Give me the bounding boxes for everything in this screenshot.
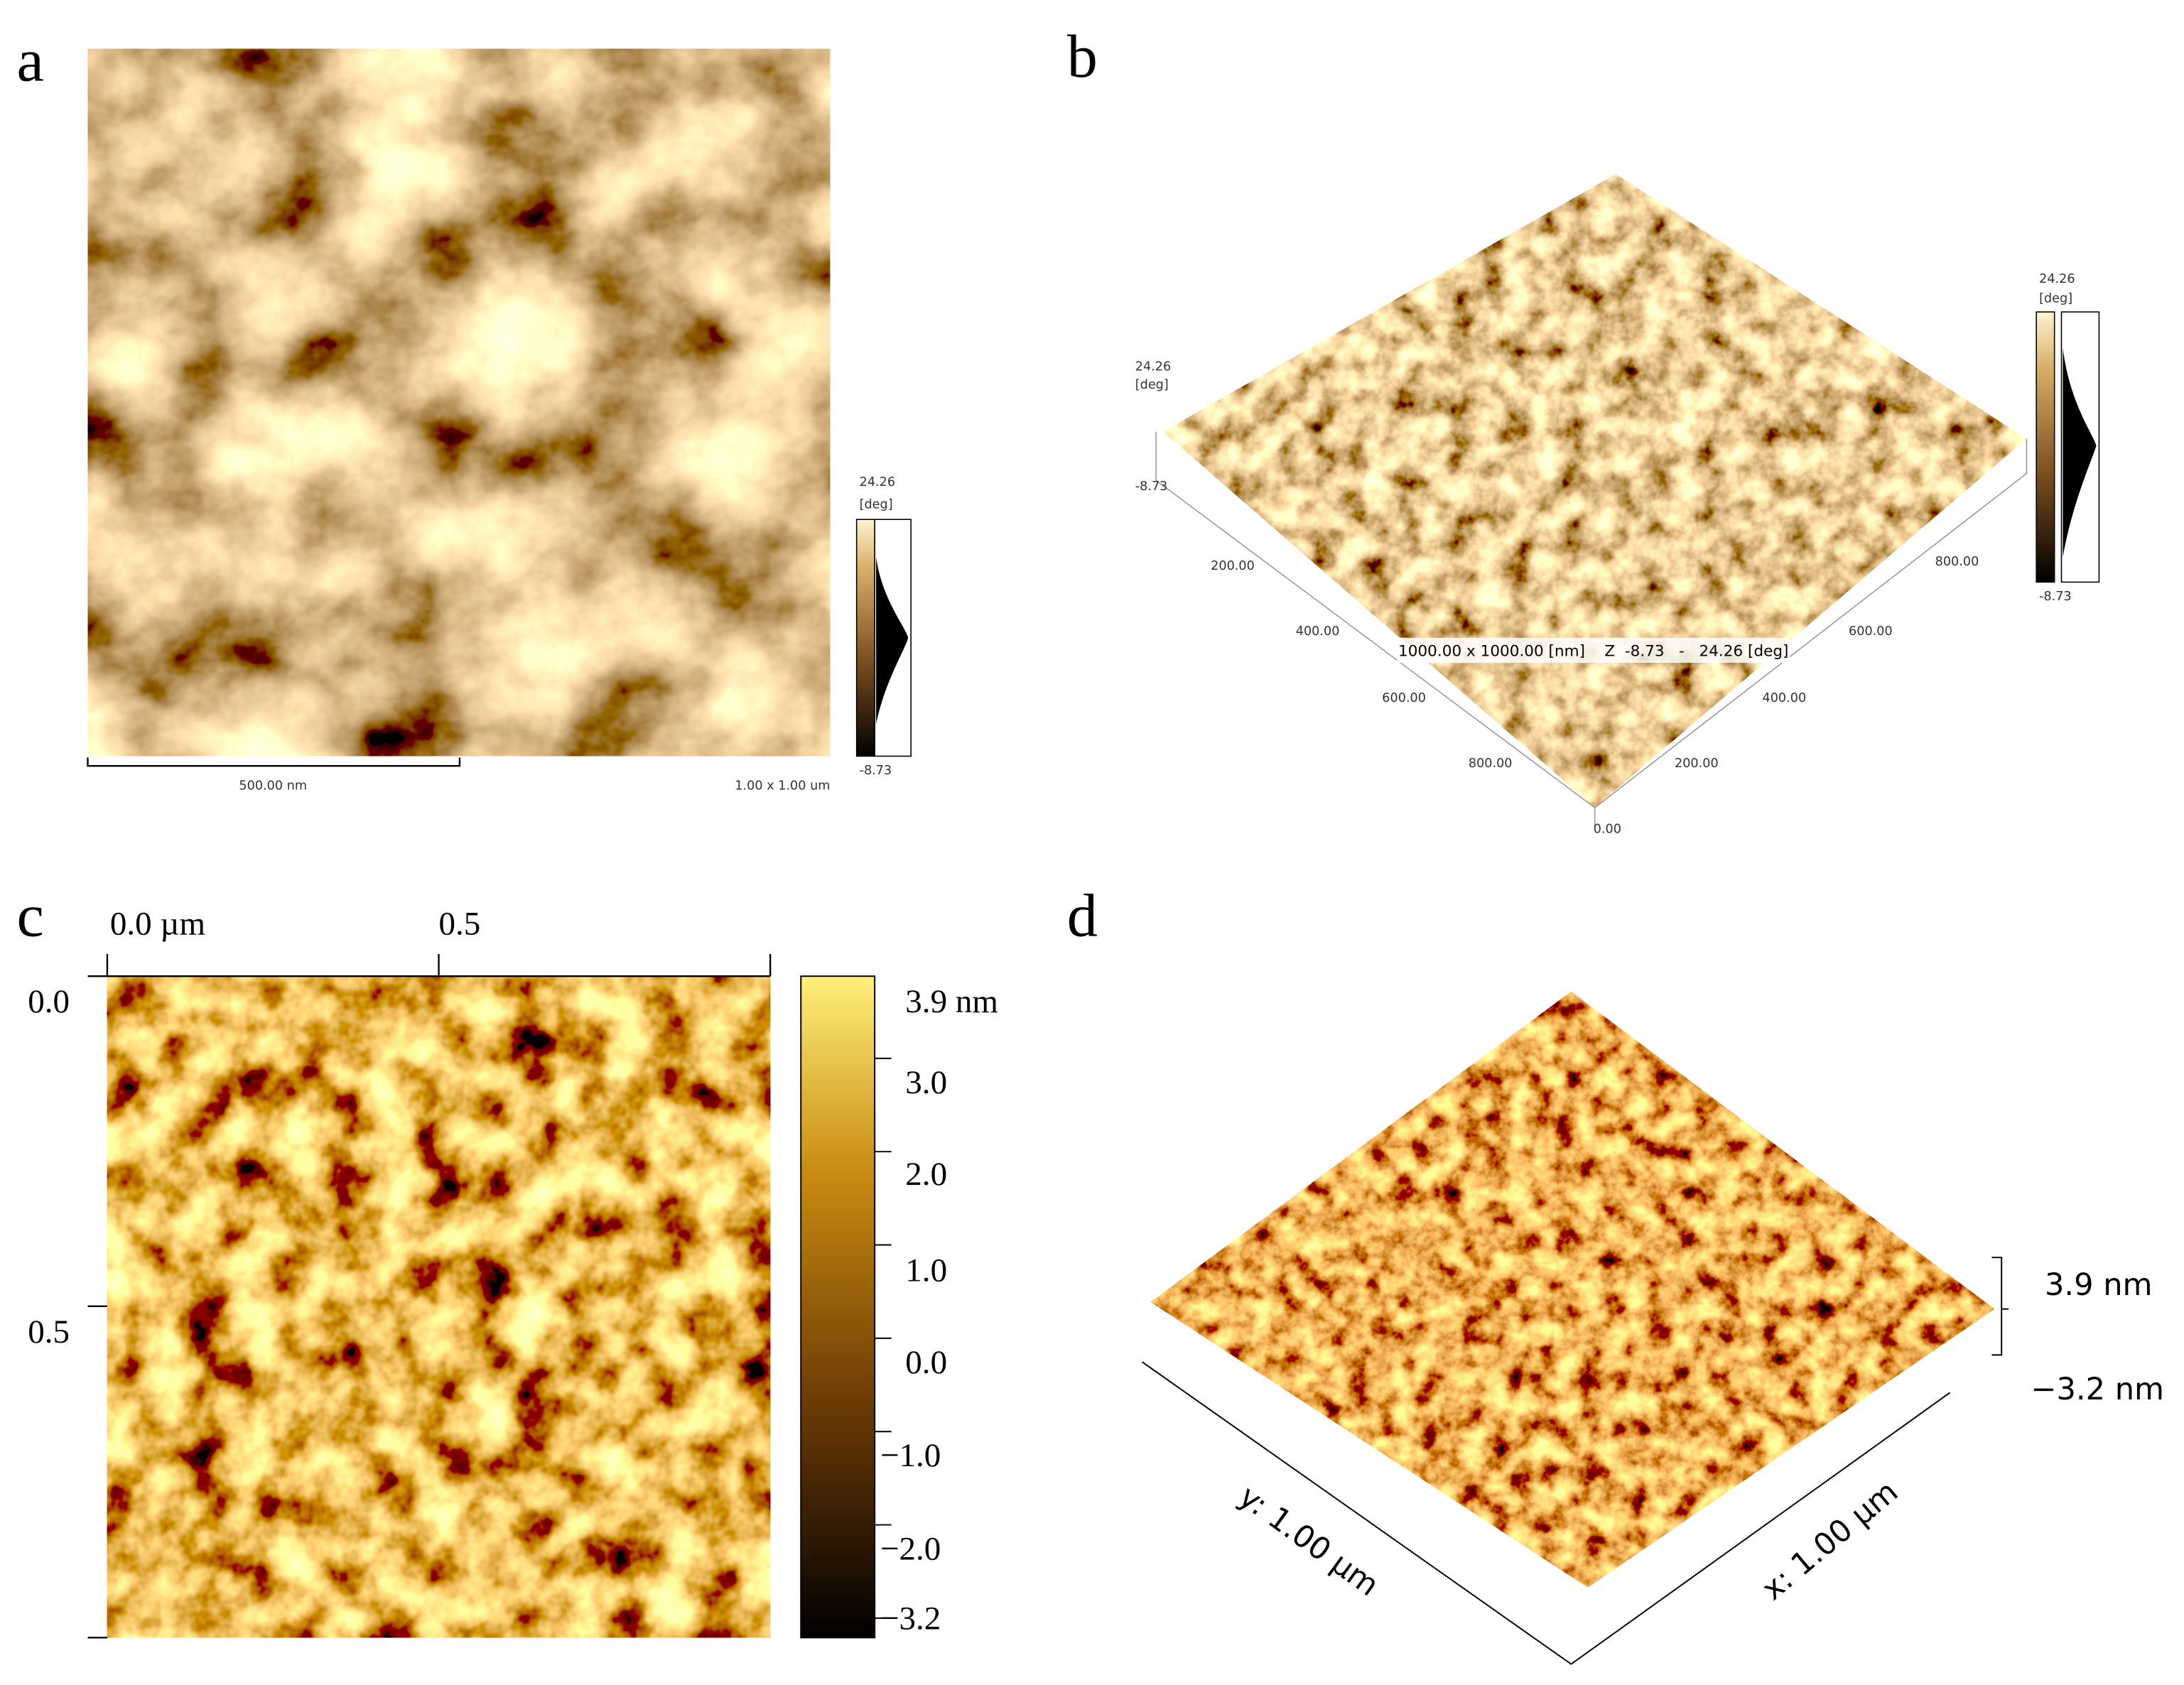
axis-label: 200.00 (1675, 757, 1719, 771)
height-image (107, 976, 771, 1638)
left-axis-label: 0.0 (28, 983, 70, 1020)
origin-label: 0.00 (1594, 822, 1621, 836)
panel-label: d (1067, 881, 1098, 949)
top-axis-label: 0.5 (439, 905, 481, 942)
panel-label: c (17, 881, 44, 949)
axis-label: 600.00 (1382, 691, 1426, 705)
colorbar-label: 2.0 (905, 1156, 947, 1193)
surface-3d (1162, 174, 2027, 808)
x-axis-label: x: 1.00 µm (1756, 1474, 1905, 1608)
z-max: 24.26 (1135, 359, 1171, 374)
axis-label: 400.00 (1763, 691, 1807, 705)
scale-bar-label: 500.00 nm (239, 779, 307, 793)
axis-label: 200.00 (1211, 559, 1255, 573)
colorbar-min: -8.73 (860, 764, 892, 778)
scan-size: 1.00 x 1.00 um (735, 779, 830, 793)
histogram (876, 557, 909, 725)
colorbar-unit: [deg] (860, 498, 893, 512)
colorbar-min: -8.73 (2039, 590, 2072, 604)
axes (1155, 431, 2028, 829)
axes (1142, 1257, 2009, 1665)
top-axis-label: 0.0 µm (110, 905, 205, 942)
z-unit: [deg] (1135, 378, 1169, 392)
colorbar-unit: [deg] (2039, 291, 2072, 305)
colorbar-max: 24.26 (860, 475, 895, 489)
left-axis-label: 0.5 (28, 1313, 70, 1350)
colorbar-label: −3.2 (880, 1600, 941, 1637)
colorbar (800, 975, 876, 1639)
histogram (2063, 348, 2097, 558)
y-axis-label: y: 1.00 µm (1232, 1479, 1385, 1603)
axis-label: 600.00 (1849, 624, 1893, 639)
z-min: −3.2 nm (2031, 1372, 2164, 1407)
phase-image (87, 48, 831, 757)
panel-label: b (1067, 22, 1098, 90)
colorbar (2036, 311, 2055, 583)
scale-bar (87, 757, 461, 767)
colorbar-label: 1.0 (905, 1252, 947, 1289)
z-max: 3.9 nm (2045, 1267, 2153, 1303)
colorbar-label: −1.0 (880, 1437, 941, 1474)
axis-label: 400.00 (1296, 624, 1340, 639)
axes (87, 953, 772, 1639)
colorbar-label: −2.0 (880, 1531, 941, 1568)
colorbar-label: 0.0 (905, 1344, 947, 1381)
banner: 1000.00 x 1000.00 [nm] Z -8.73 - 24.26 [… (1398, 642, 1788, 660)
z-min: -8.73 (1135, 480, 1168, 494)
axis-label: 800.00 (1469, 757, 1513, 771)
panel-label: a (17, 26, 44, 94)
colorbar-label: 3.9 nm (905, 983, 998, 1020)
colorbar-max: 24.26 (2039, 272, 2075, 286)
banner-bg (1397, 637, 1790, 663)
colorbar-ticks (875, 1057, 892, 1619)
axis-label: 800.00 (1935, 555, 1979, 569)
colorbar-label: 3.0 (905, 1064, 947, 1101)
colorbar (855, 519, 875, 757)
